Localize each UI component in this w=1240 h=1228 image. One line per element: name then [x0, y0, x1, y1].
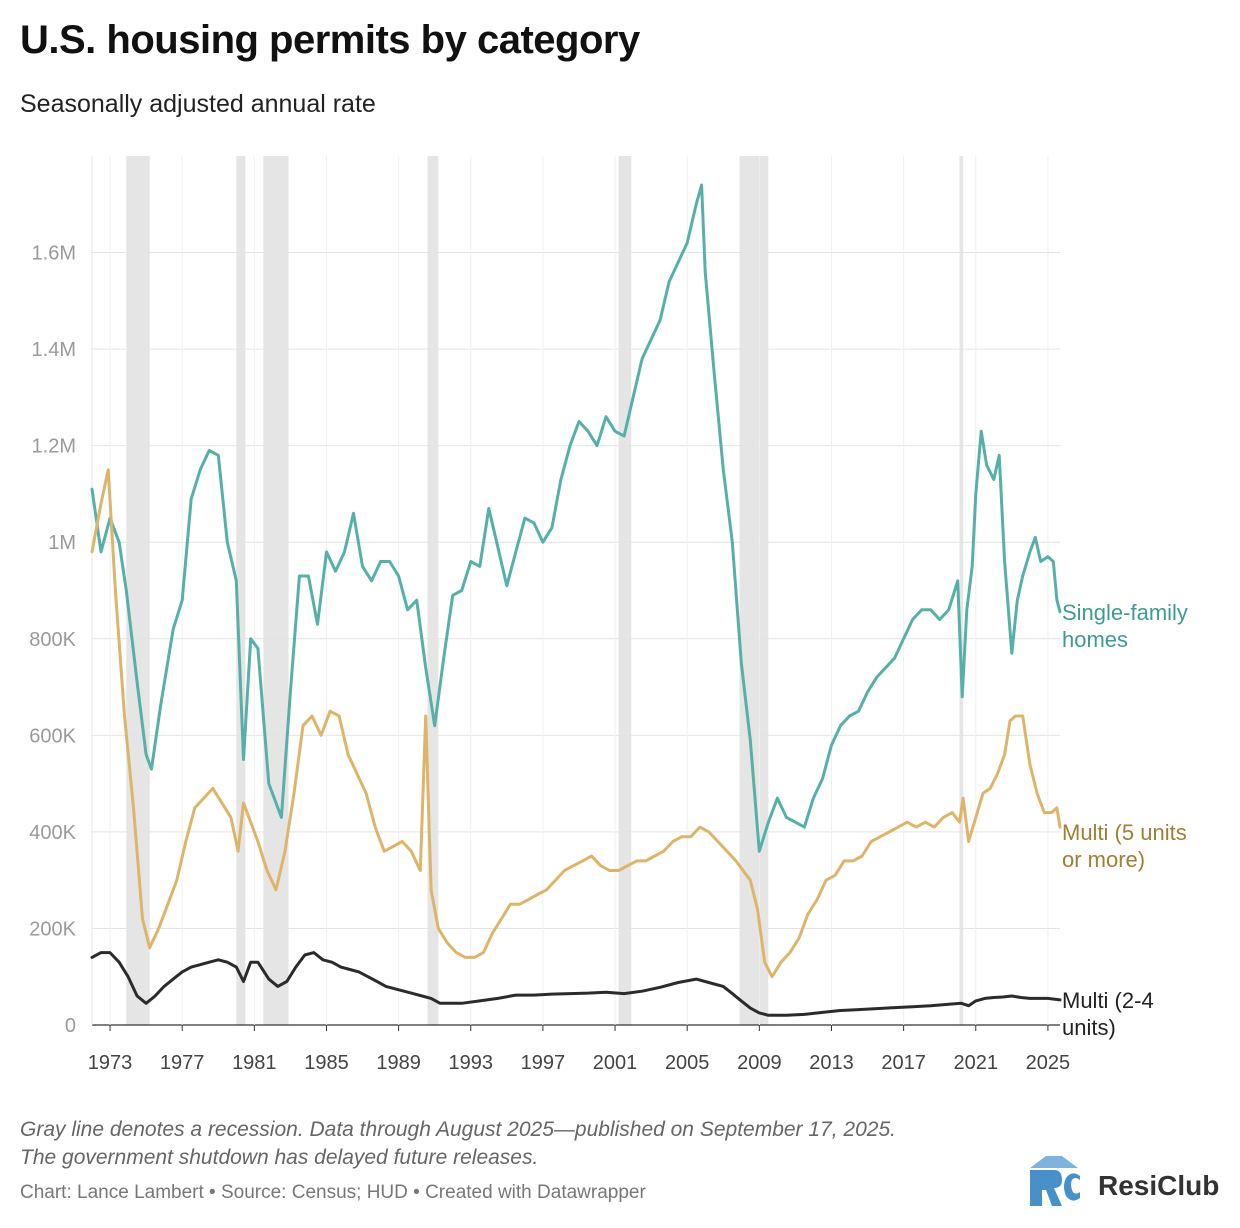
note-line-1: Gray line denotes a recession. Data thro… — [20, 1118, 896, 1141]
x-tick-label: 2025 — [1026, 1052, 1071, 1074]
recession-band — [959, 156, 964, 1025]
recession-band — [236, 156, 246, 1025]
x-tick-label: 2005 — [665, 1052, 710, 1074]
x-tick-label: 1989 — [376, 1052, 421, 1074]
y-tick-label: 800K — [29, 629, 76, 651]
x-tick-label: 1973 — [88, 1052, 133, 1074]
y-tick-label: 200K — [29, 918, 76, 940]
x-tick-label: 1993 — [449, 1052, 494, 1074]
x-tick-label: 2009 — [737, 1052, 782, 1074]
resiclub-logo[interactable]: ResiClub — [1024, 1150, 1224, 1210]
series-label: Multi (2-4 — [1062, 988, 1154, 1013]
recession-bands — [126, 156, 964, 1025]
y-tick-label: 400K — [29, 822, 76, 844]
x-tick-label: 2013 — [809, 1052, 854, 1074]
chart-subtitle: Seasonally adjusted annual rate — [20, 90, 376, 118]
chart-title: U.S. housing permits by category — [20, 18, 640, 62]
series-label: units) — [1062, 1015, 1116, 1040]
resiclub-logo-icon — [1028, 1156, 1080, 1206]
series-lines — [90, 183, 1062, 1017]
x-tick-label: 2017 — [881, 1052, 926, 1074]
series-label: Multi (5 units — [1062, 820, 1187, 845]
y-axis-ticks: 0 200K 400K 600K 800K 1M 1.2M 1.4M 1.6M — [29, 243, 76, 1037]
gridlines — [91, 156, 1060, 1026]
y-tick-label: 1M — [48, 532, 76, 554]
y-tick-label: 1.2M — [32, 436, 76, 458]
y-tick-label: 0 — [65, 1015, 76, 1037]
logo-text: ResiClub — [1098, 1170, 1220, 1201]
x-tick-label: 1997 — [521, 1052, 566, 1074]
series-label: or more) — [1062, 847, 1145, 872]
series-line — [90, 951, 1062, 1017]
series-line — [90, 468, 1062, 979]
recession-band — [126, 156, 150, 1025]
chart-area: 0 200K 400K 600K 800K 1M 1.2M 1.4M 1.6M 1973 1977… — [29, 156, 1188, 1074]
x-tick-label: 1977 — [160, 1052, 205, 1074]
series-label: homes — [1062, 627, 1128, 652]
recession-band — [427, 156, 439, 1025]
y-tick-label: 600K — [29, 725, 76, 747]
recession-band — [263, 156, 289, 1025]
series-line — [90, 183, 1062, 853]
y-tick-label: 1.6M — [32, 243, 76, 265]
x-tick-label: 1981 — [232, 1052, 277, 1074]
chart-notes: Gray line denotes a recession. Data thro… — [20, 1116, 1020, 1172]
chart-credits: Chart: Lance Lambert • Source: Census; H… — [20, 1182, 646, 1203]
x-axis-ticks: 1973 1977 1981 1985 1989 1993 1997 2001 2005 2009… — [88, 1025, 1070, 1074]
x-tick-label: 1985 — [304, 1052, 349, 1074]
series-label: Single-family — [1062, 600, 1188, 625]
recession-band — [739, 156, 769, 1025]
note-line-2: The government shutdown has delayed futu… — [20, 1146, 539, 1169]
y-tick-label: 1.4M — [32, 339, 76, 361]
recession-band — [618, 156, 632, 1025]
x-tick-label: 2021 — [954, 1052, 999, 1074]
x-tick-label: 2001 — [593, 1052, 638, 1074]
